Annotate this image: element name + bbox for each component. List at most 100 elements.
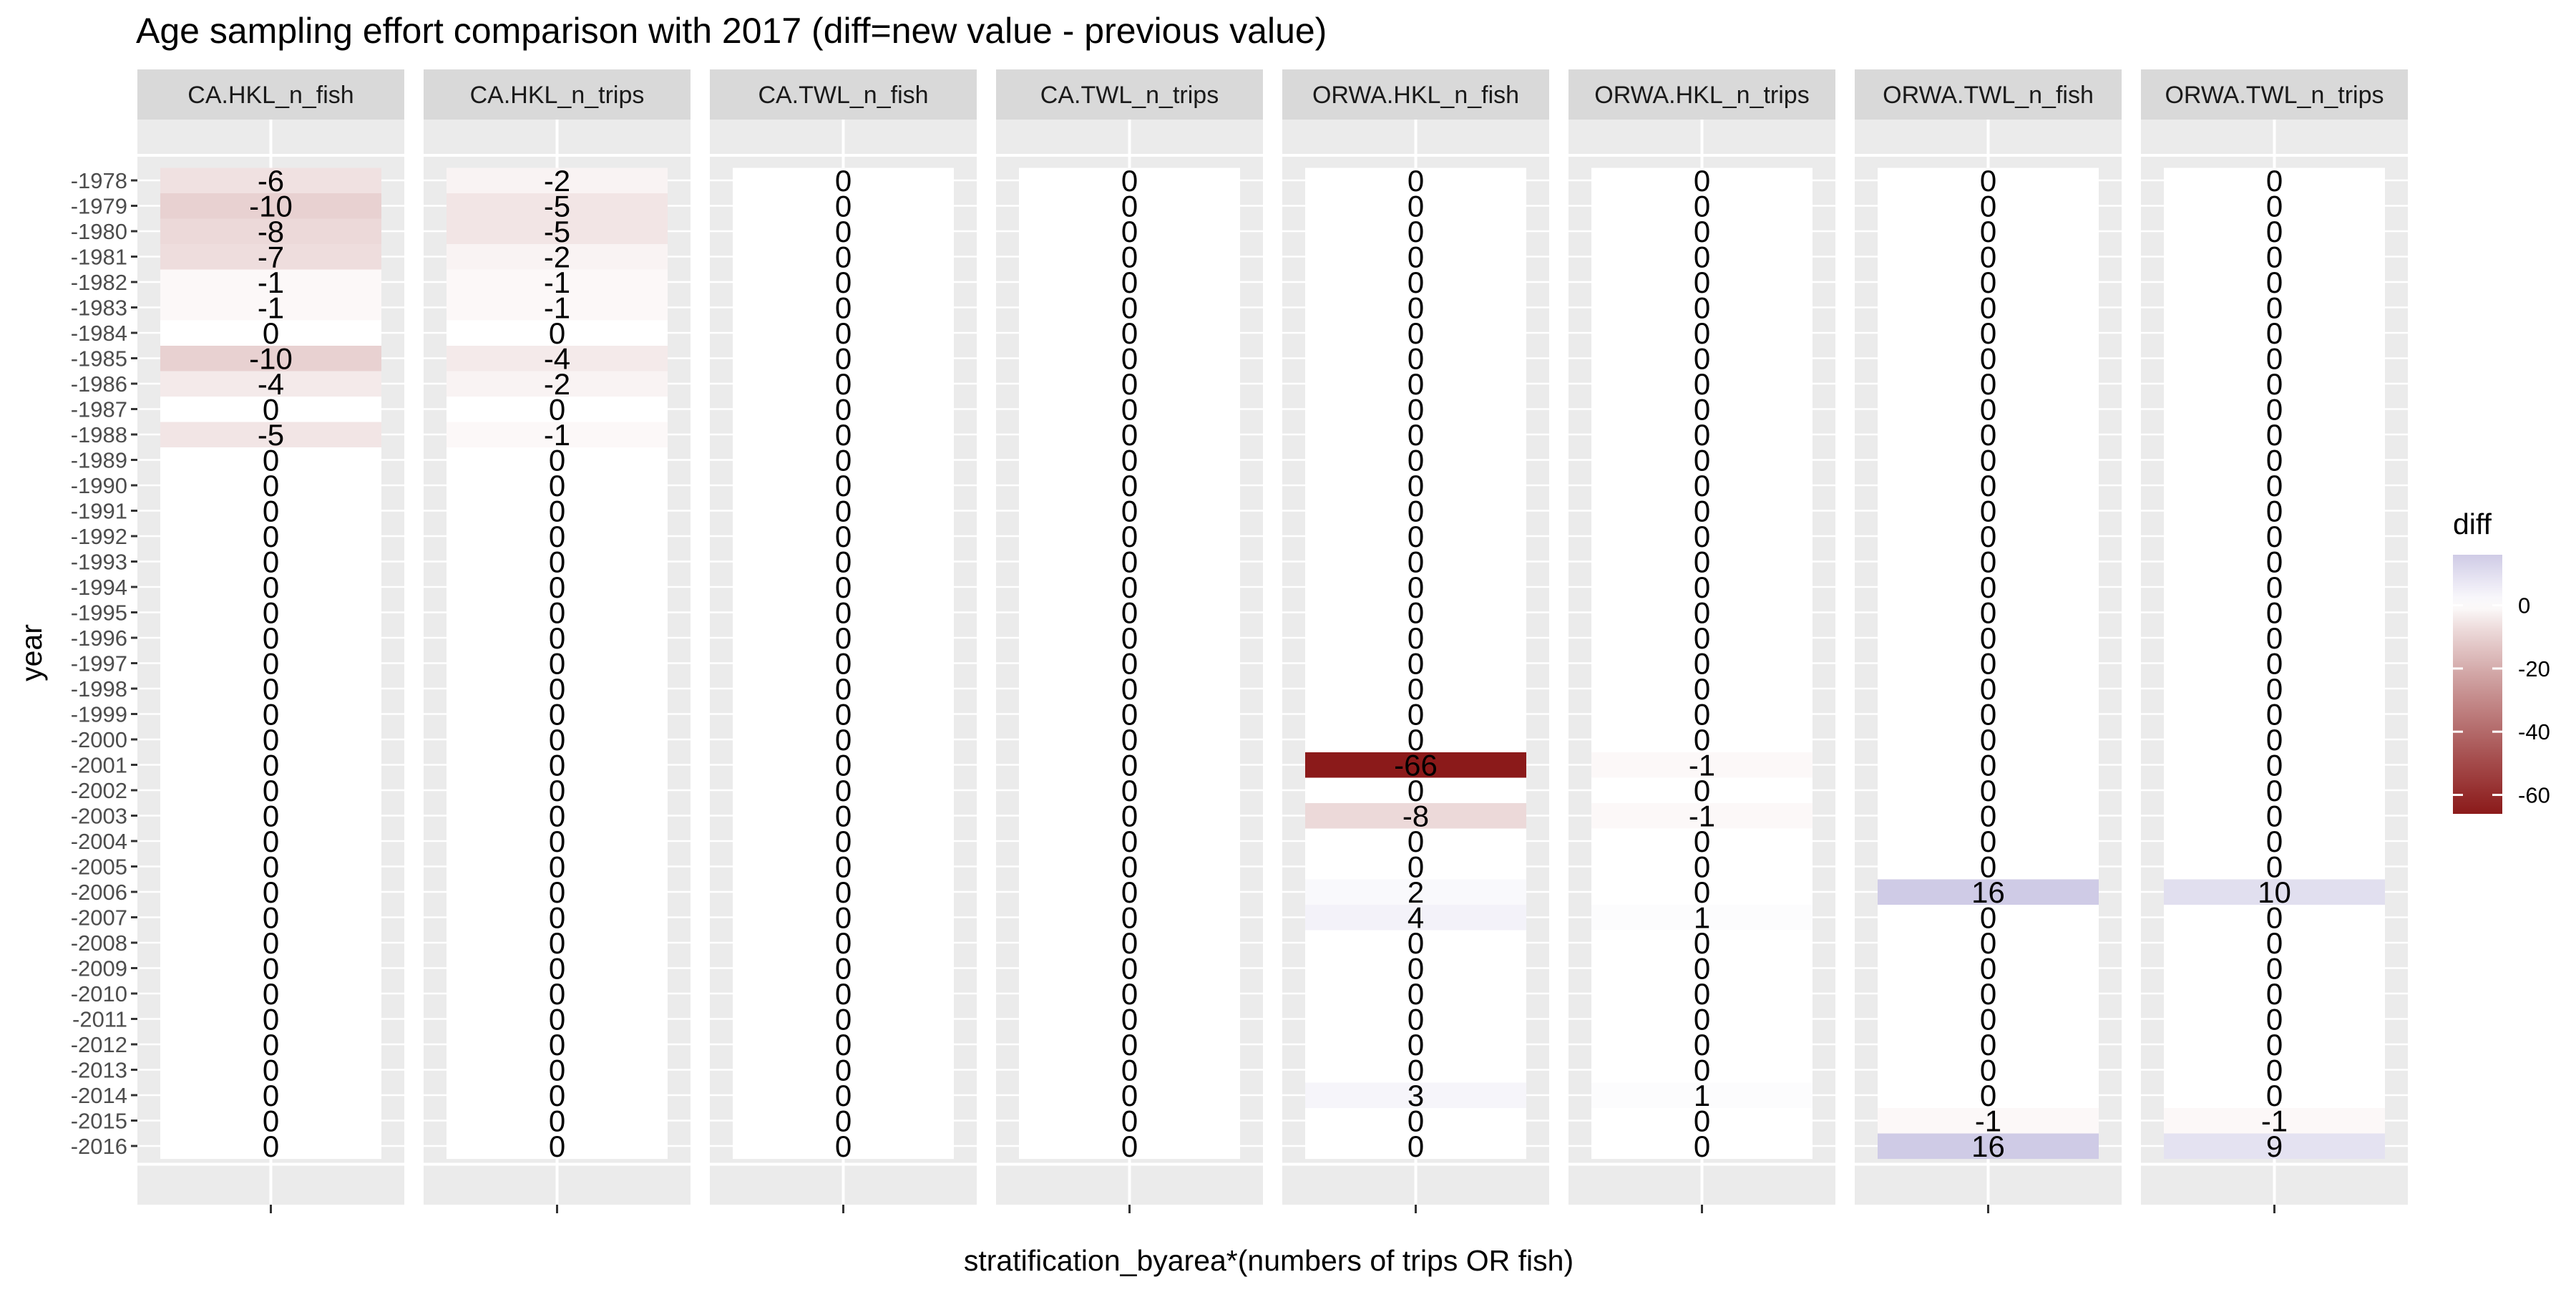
cell-label: 0	[549, 647, 565, 681]
cell-label: 0	[2266, 926, 2283, 960]
heatmap-cell	[733, 752, 954, 778]
cell-label: 0	[2266, 1028, 2283, 1062]
cell-label: 0	[1121, 749, 1138, 782]
heatmap-cell	[1305, 777, 1526, 804]
strip-label: ORWA.HKL_n_fish	[1312, 82, 1519, 109]
cell-label: 0	[1980, 698, 1996, 732]
heatmap-cell	[160, 549, 381, 575]
heatmap-cell	[1305, 727, 1526, 753]
cell-label: 0	[835, 977, 852, 1011]
heatmap-cell	[447, 397, 668, 422]
heatmap-cell	[1305, 625, 1526, 651]
cell-label: 0	[263, 825, 279, 858]
cell-label: 0	[549, 825, 565, 858]
heatmap-cell	[1878, 803, 2099, 829]
heatmap-cell	[1591, 879, 1813, 905]
cell-label: 0	[263, 1079, 279, 1112]
heatmap-cell	[447, 803, 668, 829]
cell-label: 0	[549, 977, 565, 1011]
y-tick-label: -1985	[71, 346, 127, 371]
heatmap-cell	[1591, 320, 1813, 346]
heatmap-cell	[447, 1057, 668, 1083]
heatmap-cell	[1019, 472, 1240, 499]
cell-label: 0	[1980, 520, 1996, 553]
heatmap-cell	[1305, 422, 1526, 448]
heatmap-cell	[160, 651, 381, 676]
cell-label: 0	[1407, 215, 1424, 248]
heatmap-cell	[1305, 167, 1526, 194]
heatmap-cell	[1019, 651, 1240, 676]
cell-label: 0	[1407, 190, 1424, 223]
y-tick-label: -1983	[71, 296, 127, 321]
y-axis: -1978-1979-1980-1981-1982-1983-1984-1985…	[71, 168, 137, 1159]
heatmap-cell	[447, 752, 668, 778]
heatmap-cell	[1591, 701, 1813, 727]
heatmap-cell	[1591, 1108, 1813, 1134]
cell-label: 0	[1980, 596, 1996, 630]
cell-label: 0	[263, 1028, 279, 1062]
cell-label: 0	[2266, 723, 2283, 757]
heatmap-cell	[1019, 1031, 1240, 1058]
cell-label: 0	[1694, 570, 1710, 604]
heatmap-cell	[447, 346, 668, 371]
legend-tick-label: -20	[2518, 656, 2550, 681]
y-tick-label: -1997	[71, 651, 127, 676]
heatmap-cell	[733, 1108, 954, 1134]
cell-label: 0	[1407, 316, 1424, 350]
cell-label: -2	[544, 241, 570, 274]
heatmap-cell	[447, 523, 668, 550]
cell-label: 0	[2266, 774, 2283, 807]
cell-label: 0	[549, 570, 565, 604]
cell-label: 0	[835, 316, 852, 350]
strip-label: CA.HKL_n_trips	[470, 82, 645, 109]
heatmap-cell	[1305, 218, 1526, 245]
heatmap-cell	[447, 777, 668, 804]
strip-background	[710, 69, 977, 120]
cell-label: 0	[549, 800, 565, 833]
cell-label: 0	[263, 1104, 279, 1138]
heatmap-cell	[1878, 1133, 2099, 1160]
cell-label: 0	[2266, 393, 2283, 427]
cell-label: 0	[1407, 698, 1424, 732]
cell-label: 0	[835, 901, 852, 935]
y-tick-label: -2009	[71, 956, 127, 981]
heatmap-cell	[160, 346, 381, 371]
heatmap-cell	[2164, 193, 2385, 219]
cell-label: 0	[1407, 977, 1424, 1011]
heatmap-cell	[1305, 193, 1526, 219]
cell-label: 0	[1694, 774, 1710, 807]
cell-label: 0	[2266, 545, 2283, 579]
y-tick-label: -1992	[71, 524, 127, 549]
cell-label: 0	[1121, 520, 1138, 553]
cell-label: 0	[1980, 215, 1996, 248]
cell-label: 0	[549, 774, 565, 807]
cell-label: 0	[263, 520, 279, 553]
cell-label: 0	[549, 1003, 565, 1036]
cell-label: 0	[1407, 926, 1424, 960]
cell-label: 0	[1121, 367, 1138, 401]
heatmap-cell	[1305, 651, 1526, 676]
heatmap-cell	[160, 1057, 381, 1083]
cell-label: 0	[1121, 698, 1138, 732]
heatmap-cell	[447, 1082, 668, 1109]
cell-label: 0	[2266, 190, 2283, 223]
heatmap-cell	[1878, 346, 2099, 371]
heatmap-cell	[447, 244, 668, 270]
cell-label: 0	[1980, 545, 1996, 579]
cell-label: 0	[263, 469, 279, 502]
heatmap-cell	[160, 523, 381, 550]
cell-label: 0	[835, 1003, 852, 1036]
cell-label: 0	[1980, 495, 1996, 528]
cell-label: 0	[1980, 977, 1996, 1011]
heatmap-cell	[447, 193, 668, 219]
cell-label: 0	[1121, 266, 1138, 299]
heatmap-cell	[1878, 320, 2099, 346]
heatmap-cell	[1591, 574, 1813, 601]
heatmap-cell	[1305, 472, 1526, 499]
panel-CA.HKL_n_fish: CA.HKL_n_fish-6-10-8-7-1-10-10-40-500000…	[137, 69, 404, 1213]
cell-label: 0	[1407, 952, 1424, 986]
heatmap-cell	[2164, 905, 2385, 931]
strip-background	[996, 69, 1263, 120]
y-tick-label: -1982	[71, 270, 127, 295]
